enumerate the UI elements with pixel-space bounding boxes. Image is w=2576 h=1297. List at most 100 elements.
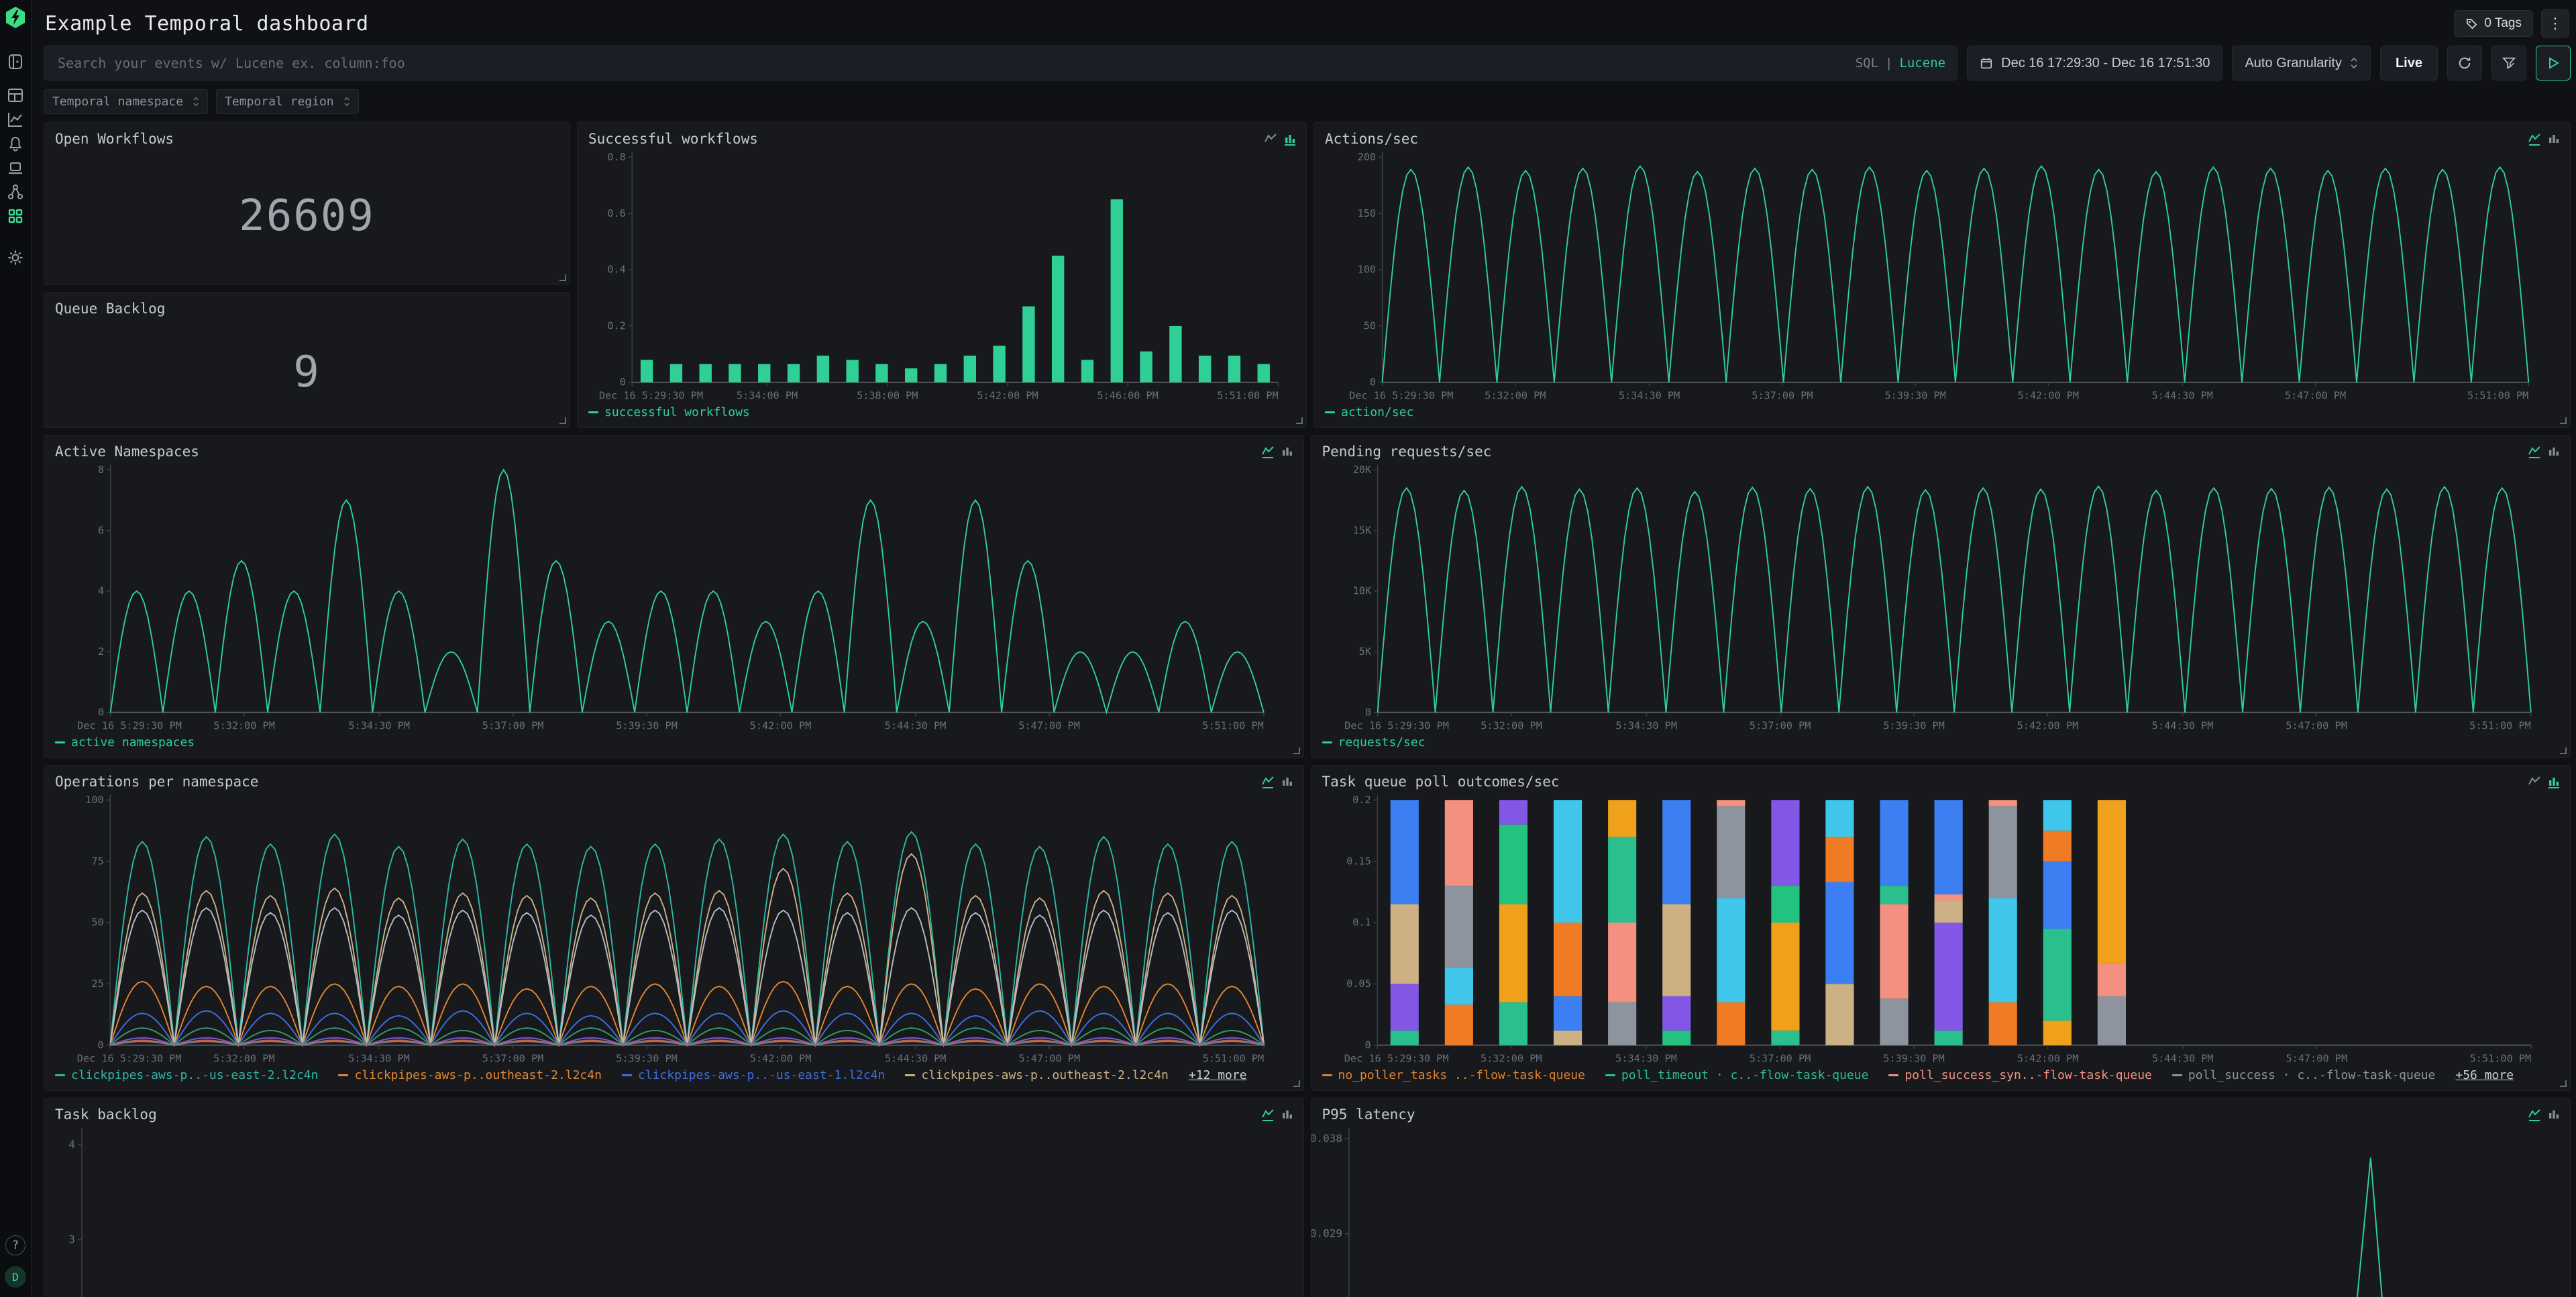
svg-text:0.038: 0.038 — [1311, 1132, 1342, 1145]
svg-text:5:51:00 PM: 5:51:00 PM — [1217, 390, 1278, 402]
line-view-toggle[interactable] — [1262, 1109, 1274, 1121]
query-language-toggle[interactable]: SQL | Lucene — [1856, 46, 1945, 81]
legend-swatch — [1322, 741, 1332, 743]
legend-item[interactable]: successful workflows — [588, 405, 750, 419]
pending_requests-chart: 05K10K15K20KDec 16 5:29:30 PM5:32:00 PM5… — [1311, 460, 2571, 735]
line-view-toggle[interactable] — [2528, 776, 2540, 788]
svg-text:100: 100 — [1358, 264, 1376, 276]
sidebar-item-settings[interactable] — [3, 246, 28, 270]
svg-text:5:34:30 PM: 5:34:30 PM — [348, 1052, 410, 1064]
svg-text:0.6: 0.6 — [607, 207, 625, 219]
svg-text:5:34:30 PM: 5:34:30 PM — [1615, 719, 1677, 731]
active_namespaces-legend: active namespaces — [44, 735, 1303, 758]
bar-view-toggle[interactable] — [2548, 776, 2559, 788]
svg-text:5:37:00 PM: 5:37:00 PM — [1749, 719, 1811, 731]
panel-title: Task queue poll outcomes/sec — [1322, 774, 1560, 790]
svg-text:5:42:00 PM: 5:42:00 PM — [2017, 719, 2078, 731]
sidebar-item-alerts[interactable] — [3, 132, 28, 156]
run-query-button[interactable] — [2536, 46, 2571, 81]
sidebar-item-client-sessions[interactable] — [3, 156, 28, 180]
sidebar-item-service-map[interactable] — [3, 180, 28, 204]
bar-view-toggle[interactable] — [2548, 134, 2559, 146]
svg-text:5:34:00 PM: 5:34:00 PM — [737, 390, 798, 402]
bar-view-toggle[interactable] — [2548, 1109, 2559, 1121]
avatar[interactable]: D — [5, 1266, 26, 1288]
kebab-icon: ⋮ — [2548, 15, 2563, 32]
panel-menu-button[interactable]: ⋮ — [2541, 9, 2569, 38]
panel-title: Open Workflows — [55, 131, 174, 147]
legend-item[interactable]: clickpipes-aws-p..outheast-2.l2c4n — [905, 1068, 1168, 1082]
line-view-toggle[interactable] — [1262, 446, 1274, 458]
sidebar-item-dashboard-grid[interactable] — [3, 83, 28, 107]
svg-text:Dec 16 5:29:30 PM: Dec 16 5:29:30 PM — [77, 1052, 182, 1064]
legend-item[interactable]: poll_success · c..-flow-task-queue — [2172, 1068, 2435, 1082]
line-view-toggle[interactable] — [2528, 134, 2540, 146]
date-range-picker[interactable]: Dec 16 17:29:30 - Dec 16 17:51:30 — [1967, 46, 2222, 81]
panel-title: Task backlog — [55, 1106, 157, 1123]
bar-view-toggle[interactable] — [1282, 446, 1293, 458]
svg-text:5:46:00 PM: 5:46:00 PM — [1097, 390, 1159, 402]
legend-more-link[interactable]: +12 more — [1189, 1068, 1247, 1082]
panel-title: Successful workflows — [588, 131, 758, 147]
legend-swatch — [905, 1074, 915, 1076]
svg-text:5:34:30 PM: 5:34:30 PM — [348, 719, 410, 731]
filter-chip-temporal-namespace[interactable]: Temporal namespace — [44, 89, 208, 114]
svg-text:5:44:30 PM: 5:44:30 PM — [885, 719, 947, 731]
sidebar-item-dashboards[interactable] — [3, 204, 28, 228]
svg-text:5:32:00 PM: 5:32:00 PM — [1481, 719, 1542, 731]
svg-text:5:32:00 PM: 5:32:00 PM — [213, 1052, 275, 1064]
pending_requests-legend: requests/sec — [1311, 735, 2571, 758]
line-view-toggle[interactable] — [2528, 1109, 2540, 1121]
svg-text:Dec 16 5:29:30 PM: Dec 16 5:29:30 PM — [599, 390, 703, 402]
filter-button[interactable] — [2491, 46, 2526, 81]
bar-view-toggle[interactable] — [2548, 446, 2559, 458]
svg-text:5:37:00 PM: 5:37:00 PM — [482, 719, 544, 731]
legend-item[interactable]: no_poller_tasks ..-flow-task-queue — [1322, 1068, 1585, 1082]
legend-item[interactable]: clickpipes-aws-p..-us-east-2.l2c4n — [55, 1068, 318, 1082]
svg-text:0.1: 0.1 — [1352, 917, 1371, 929]
bar-view-toggle[interactable] — [1282, 776, 1293, 788]
svg-text:5:51:00 PM: 5:51:00 PM — [1202, 719, 1264, 731]
legend-item[interactable]: poll_success_syn..-flow-task-queue — [1888, 1068, 2151, 1082]
panel-p95-latency: P95 latency 0.0380.0290.019 — [1311, 1098, 2571, 1297]
help-button[interactable]: ? — [5, 1235, 25, 1255]
line-view-toggle[interactable] — [1262, 776, 1274, 788]
filter-chip-temporal-region[interactable]: Temporal region — [216, 89, 359, 114]
bar-view-toggle[interactable] — [1282, 1109, 1293, 1121]
panel-active-namespaces: Active Namespaces 02468Dec 16 5:29:30 PM… — [44, 435, 1304, 758]
search-input[interactable] — [44, 46, 1957, 81]
tags-button[interactable]: 0 Tags — [2454, 10, 2533, 37]
laptop-icon — [7, 159, 24, 176]
live-button[interactable]: Live — [2380, 46, 2438, 81]
bar-view-toggle[interactable] — [1285, 134, 1295, 146]
panel-open-workflows: Open Workflows 26609 — [44, 122, 570, 285]
panel-title: Pending requests/sec — [1322, 444, 1492, 460]
legend-item[interactable]: action/sec — [1325, 405, 1413, 419]
legend-item[interactable]: clickpipes-aws-p..-us-east-1.l2c4n — [622, 1068, 885, 1082]
svg-text:10K: 10K — [1352, 585, 1371, 597]
panel-queue-backlog: Queue Backlog 9 — [44, 292, 570, 428]
svg-text:0: 0 — [1370, 376, 1376, 388]
dashboards-icon — [7, 207, 24, 225]
svg-text:5:47:00 PM: 5:47:00 PM — [1018, 719, 1080, 731]
svg-text:5:37:00 PM: 5:37:00 PM — [1749, 1052, 1811, 1064]
panel-title: Active Namespaces — [55, 444, 199, 460]
svg-text:Dec 16 5:29:30 PM: Dec 16 5:29:30 PM — [1344, 719, 1449, 731]
refresh-button[interactable] — [2447, 46, 2482, 81]
app-logo[interactable] — [3, 5, 28, 32]
granularity-select[interactable]: Auto Granularity — [2232, 46, 2371, 81]
line-view-toggle[interactable] — [1265, 134, 1277, 146]
line-view-toggle[interactable] — [2528, 446, 2540, 458]
legend-item[interactable]: requests/sec — [1322, 735, 1426, 749]
svg-text:2: 2 — [98, 645, 104, 658]
legend-item[interactable]: active namespaces — [55, 735, 195, 749]
task_queue_poll-chart: 00.050.10.150.2Dec 16 5:29:30 PM5:32:00 … — [1311, 790, 2571, 1068]
legend-item[interactable]: poll_timeout · c..-flow-task-queue — [1605, 1068, 1868, 1082]
legend-more-link[interactable]: +56 more — [2455, 1068, 2514, 1082]
svg-text:0: 0 — [620, 376, 626, 388]
sidebar-item-search[interactable] — [3, 50, 28, 74]
legend-swatch — [588, 411, 598, 413]
sidebar-item-chart-explorer[interactable] — [3, 107, 28, 132]
legend-item[interactable]: clickpipes-aws-p..outheast-2.l2c4n — [338, 1068, 601, 1082]
panel-title: P95 latency — [1322, 1106, 1415, 1123]
